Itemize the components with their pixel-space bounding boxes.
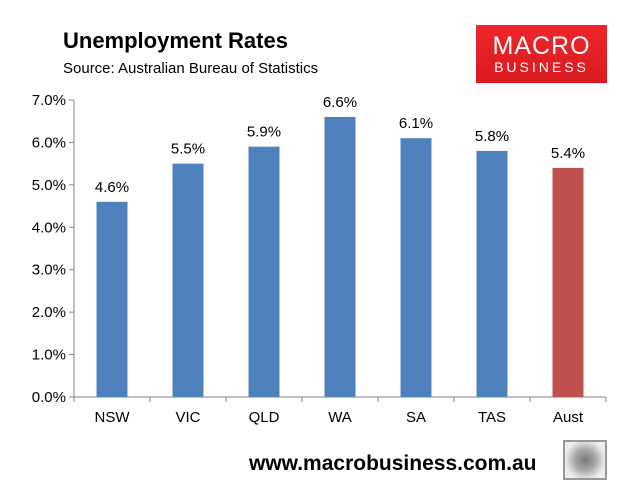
logo-line2: BUSINESS: [494, 59, 589, 75]
data-label-wa: 6.6%: [323, 94, 357, 111]
x-tick-label-nsw: NSW: [95, 409, 131, 426]
bar-sa: [400, 138, 432, 397]
y-tick-label: 5.0%: [32, 177, 66, 194]
bar-tas: [476, 150, 508, 397]
x-tick-label-tas: TAS: [478, 409, 506, 426]
y-tick-label: 1.0%: [32, 347, 66, 364]
x-tick-label-sa: SA: [406, 409, 426, 426]
bar-vic: [172, 163, 204, 397]
y-tick-label: 4.0%: [32, 219, 66, 236]
data-label-sa: 6.1%: [399, 115, 433, 132]
logo-line1: MACRO: [492, 32, 591, 60]
y-tick-label: 2.0%: [32, 304, 66, 321]
y-tick-label: 6.0%: [32, 134, 66, 151]
x-tick-label-qld: QLD: [249, 409, 280, 426]
data-label-aust: 5.4%: [551, 145, 585, 162]
bar-wa: [324, 116, 356, 397]
y-tick-label: 7.0%: [32, 92, 66, 109]
bar-nsw: [96, 201, 128, 397]
x-tick-label-vic: VIC: [175, 409, 200, 426]
data-label-nsw: 4.6%: [95, 179, 129, 196]
data-label-vic: 5.5%: [171, 141, 205, 158]
x-tick-label-wa: WA: [328, 409, 352, 426]
chart-subtitle: Source: Australian Bureau of Statistics: [63, 60, 319, 77]
data-label-qld: 5.9%: [247, 124, 281, 141]
website-url: www.macrobusiness.com.au: [249, 452, 537, 475]
chart-title: Unemployment Rates: [63, 28, 288, 53]
x-tick-label-aust: Aust: [553, 409, 584, 426]
bar-qld: [248, 146, 280, 397]
y-tick-label: 3.0%: [32, 262, 66, 279]
fox-logo-icon: [563, 440, 607, 480]
y-tick-label: 0.0%: [32, 389, 66, 406]
macrobusiness-logo: MACRO BUSINESS: [476, 25, 607, 83]
bar-aust: [552, 167, 584, 397]
data-label-tas: 5.8%: [475, 128, 509, 145]
